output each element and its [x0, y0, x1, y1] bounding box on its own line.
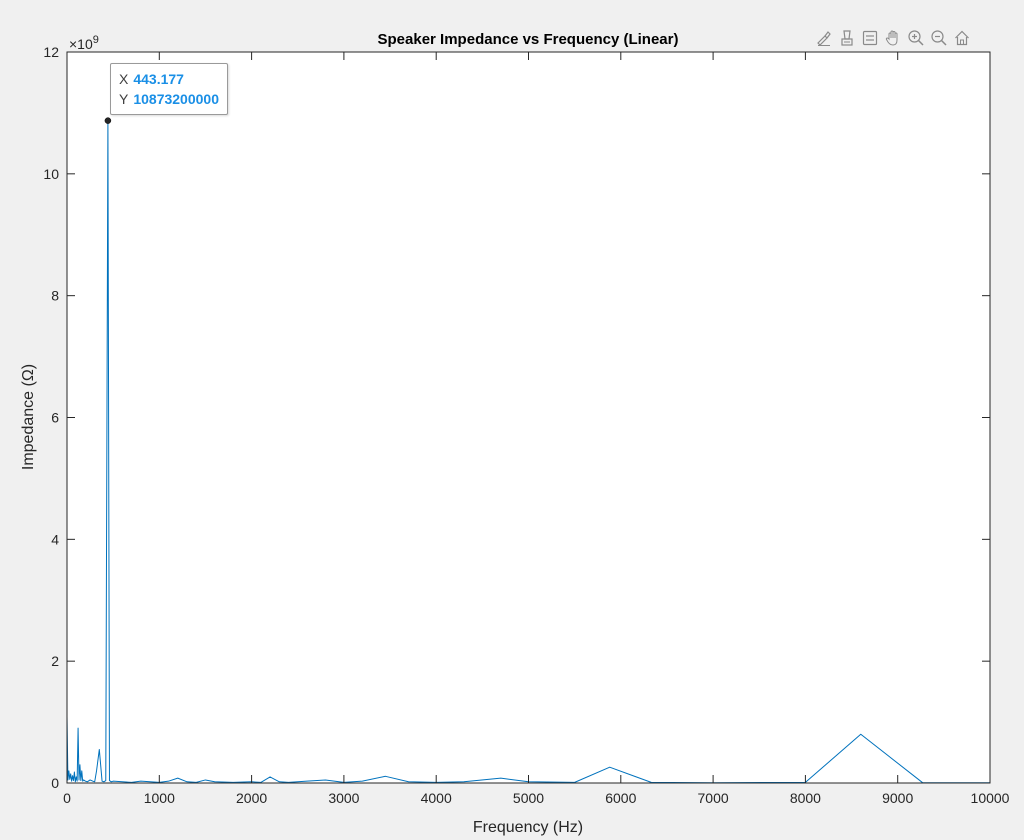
- data-cursor-icon: [841, 30, 853, 46]
- datatip-x-value: 443.177: [133, 71, 184, 87]
- x-tick-label: 7000: [698, 790, 729, 806]
- zoom-in-button[interactable]: [906, 27, 926, 49]
- x-tick-label: 5000: [513, 790, 544, 806]
- x-tick-label: 8000: [790, 790, 821, 806]
- axes-toolbar: [814, 26, 972, 50]
- zoom-out-button[interactable]: [929, 27, 949, 49]
- x-tick-label: 2000: [236, 790, 267, 806]
- y-tick-label: 2: [51, 653, 59, 669]
- axes-background: [67, 52, 990, 783]
- zoom-out-icon: [931, 30, 947, 46]
- datatip-y-value: 10873200000: [133, 91, 219, 107]
- y-tick-label: 8: [51, 288, 59, 304]
- pan-button[interactable]: [883, 27, 903, 49]
- pan-icon: [885, 30, 898, 46]
- datatip-x-key: X: [119, 71, 129, 87]
- datatip[interactable]: X 443.177 Y 10873200000: [110, 63, 228, 115]
- datatip-y-row: Y 10873200000: [119, 89, 219, 109]
- brush-button[interactable]: [814, 27, 834, 49]
- home-icon: [955, 30, 969, 46]
- x-tick-label: 4000: [421, 790, 452, 806]
- datatip-x-row: X 443.177: [119, 69, 219, 89]
- datatip-marker[interactable]: [104, 117, 112, 124]
- y-tick-label: 0: [51, 775, 59, 791]
- brush-icon: [817, 31, 831, 46]
- legend-icon: [862, 30, 878, 46]
- y-tick-label: 6: [51, 410, 59, 426]
- home-button[interactable]: [952, 27, 972, 49]
- x-tick-label: 10000: [971, 790, 1010, 806]
- series-line-0[interactable]: [66, 120, 990, 784]
- x-tick-label: 3000: [328, 790, 359, 806]
- chart-title: Speaker Impedance vs Frequency (Linear): [378, 31, 679, 48]
- x-tick-label: 6000: [605, 790, 636, 806]
- y-exponent-power: 9: [93, 34, 99, 46]
- plot-layer: [66, 120, 990, 784]
- x-tick-label: 9000: [882, 790, 913, 806]
- ticks-layer: 0 1000 2000 3000 4000 5000 6000 7000 8000 9000 100…: [43, 44, 1009, 806]
- y-tick-label: 4: [51, 531, 59, 547]
- legend-button[interactable]: [860, 27, 880, 49]
- y-exponent-label: ×109: [69, 34, 99, 52]
- zoom-in-icon: [908, 30, 924, 46]
- data-cursor-button[interactable]: [837, 27, 857, 49]
- x-tick-label: 1000: [144, 790, 175, 806]
- x-tick-label: 0: [63, 790, 71, 806]
- y-exponent-base: ×10: [69, 36, 93, 52]
- y-tick-label: 12: [43, 44, 59, 60]
- datatip-y-key: Y: [119, 91, 129, 107]
- y-tick-label: 10: [43, 166, 59, 182]
- x-axis-label: Frequency (Hz): [473, 819, 583, 836]
- y-axis-label: Impedance (Ω): [20, 364, 37, 470]
